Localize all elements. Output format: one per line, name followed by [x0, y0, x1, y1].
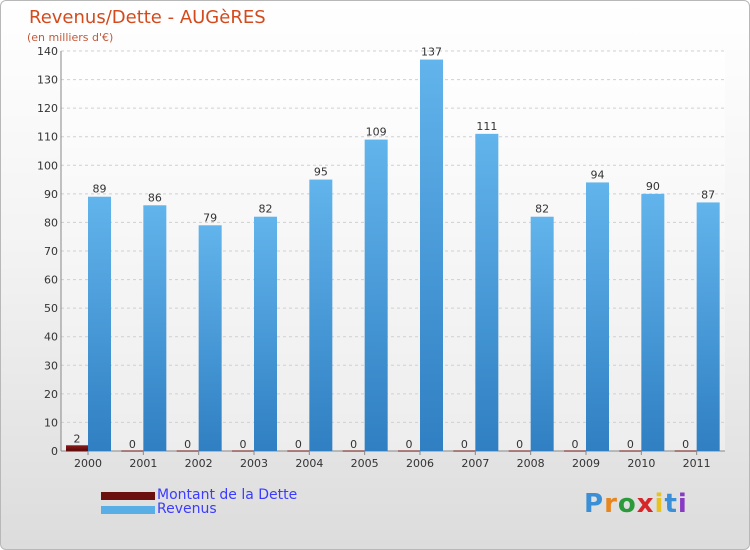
- data-label-revenus-2007: 111: [476, 120, 497, 133]
- bar-revenus-2007: [475, 133, 499, 451]
- y-tick-label-130: 130: [37, 74, 58, 87]
- chart-subtitle: (en milliers d'€): [27, 31, 114, 44]
- y-tick-label-110: 110: [37, 131, 58, 144]
- y-tick-label-40: 40: [44, 331, 58, 344]
- x-tick-label-2007: 2007: [461, 457, 489, 470]
- y-tick-label-30: 30: [44, 359, 58, 372]
- bar-revenus-2008: [530, 216, 554, 451]
- y-tick-label-80: 80: [44, 216, 58, 229]
- x-tick-label-2002: 2002: [185, 457, 213, 470]
- data-label-revenus-2003: 82: [259, 203, 273, 216]
- logo-letter: o: [617, 489, 637, 519]
- data-label-revenus-2008: 82: [535, 203, 549, 216]
- y-tick-label-50: 50: [44, 302, 58, 315]
- data-label-dette-2009: 0: [572, 438, 579, 451]
- bar-revenus-2002: [198, 225, 222, 451]
- x-tick-label-2001: 2001: [129, 457, 157, 470]
- x-tick-label-2006: 2006: [406, 457, 434, 470]
- bar-revenus-2000: [88, 196, 111, 451]
- legend-label-dette: Montant de la Dette: [157, 487, 298, 503]
- proxiti-logo: Proxiti: [584, 489, 688, 519]
- data-label-revenus-2001: 86: [148, 191, 162, 204]
- x-tick-label-2010: 2010: [627, 457, 655, 470]
- y-tick-label-60: 60: [44, 274, 58, 287]
- y-tick-label-100: 100: [37, 159, 58, 172]
- logo-letter: t: [664, 489, 678, 519]
- data-label-dette-2003: 0: [240, 438, 247, 451]
- data-label-dette-2008: 0: [516, 438, 523, 451]
- data-label-revenus-2006: 137: [421, 46, 442, 59]
- x-tick-label-2004: 2004: [295, 457, 323, 470]
- logo-letter: P: [584, 489, 605, 519]
- bar-revenus-2006: [420, 59, 443, 451]
- y-tick-label-20: 20: [44, 388, 58, 401]
- chart-title: Revenus/Dette - AUGèRES: [29, 7, 266, 28]
- data-label-dette-2000: 2: [74, 432, 81, 445]
- bar-revenus-2004: [309, 179, 333, 452]
- data-label-dette-2010: 0: [627, 438, 634, 451]
- data-label-dette-2007: 0: [461, 438, 468, 451]
- legend-swatch-revenus: [101, 506, 155, 514]
- bar-revenus-2003: [254, 216, 277, 451]
- legend-label-revenus: Revenus: [157, 501, 217, 517]
- logo-letter: i: [677, 489, 688, 519]
- data-label-dette-2002: 0: [184, 438, 191, 451]
- legend-swatch-dette: [101, 492, 155, 500]
- data-label-revenus-2010: 90: [646, 180, 660, 193]
- y-tick-label-0: 0: [51, 445, 58, 458]
- logo-letter: r: [604, 489, 618, 519]
- x-tick-label-2011: 2011: [683, 457, 711, 470]
- data-label-revenus-2009: 94: [591, 168, 605, 181]
- bar-dette-2000: [66, 445, 88, 451]
- data-label-dette-2001: 0: [129, 438, 136, 451]
- data-label-revenus-2002: 79: [203, 211, 217, 224]
- bar-revenus-2010: [641, 193, 665, 451]
- data-label-revenus-2004: 95: [314, 166, 328, 179]
- x-tick-label-2000: 2000: [74, 457, 102, 470]
- bar-revenus-2001: [143, 205, 167, 451]
- logo-letter: x: [636, 489, 655, 519]
- data-label-dette-2006: 0: [406, 438, 413, 451]
- x-tick-label-2009: 2009: [572, 457, 600, 470]
- x-tick-label-2008: 2008: [517, 457, 545, 470]
- data-label-revenus-2005: 109: [366, 126, 387, 139]
- y-tick-label-10: 10: [44, 416, 58, 429]
- y-tick-label-90: 90: [44, 188, 58, 201]
- data-label-revenus-2011: 87: [701, 188, 715, 201]
- y-tick-label-140: 140: [37, 45, 58, 58]
- bar-revenus-2005: [364, 139, 388, 452]
- data-label-revenus-2000: 89: [93, 183, 107, 196]
- x-tick-label-2003: 2003: [240, 457, 268, 470]
- bar-revenus-2011: [696, 202, 720, 451]
- bar-revenus-2009: [586, 182, 609, 451]
- x-tick-label-2005: 2005: [351, 457, 379, 470]
- data-label-dette-2004: 0: [295, 438, 302, 451]
- data-label-dette-2005: 0: [350, 438, 357, 451]
- y-tick-label-120: 120: [37, 102, 58, 115]
- data-label-dette-2011: 0: [682, 438, 689, 451]
- logo-letter: i: [654, 489, 665, 519]
- y-tick-label-70: 70: [44, 245, 58, 258]
